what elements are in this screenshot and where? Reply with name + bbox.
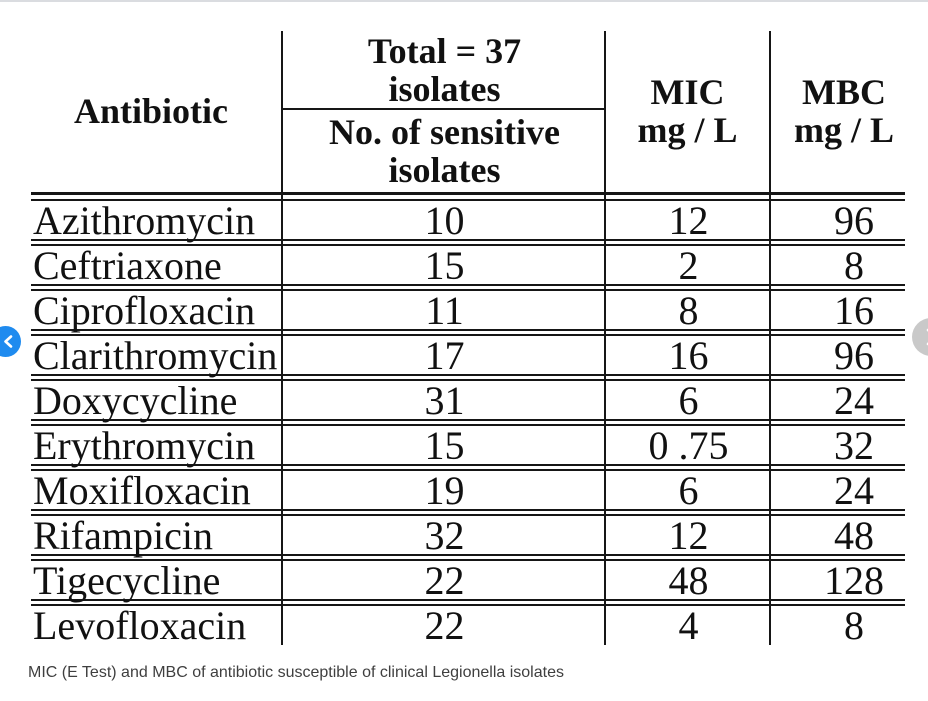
- sensitive-isolates-cell: 22: [424, 558, 465, 603]
- antibiotic-name-cell: Ciprofloxacin: [33, 288, 256, 333]
- table-row: Doxycycline 31 6 24: [31, 379, 905, 421]
- header-total-isolates: Total = 37 isolates: [367, 31, 522, 109]
- table-row: Azithromycin 10 12 96: [31, 199, 905, 241]
- mic-value-cell: 6: [678, 378, 699, 423]
- sensitive-isolates-cell: 10: [424, 198, 465, 243]
- antibiotic-name-cell: Moxifloxacin: [33, 468, 251, 513]
- top-divider: [0, 0, 928, 2]
- sensitive-isolates-cell: 17: [424, 333, 465, 378]
- column-rule-3: [769, 31, 771, 645]
- mic-value-cell: 0 .75: [648, 423, 729, 468]
- mbc-value-cell: 96: [834, 333, 874, 378]
- mic-value-cell: 12: [668, 198, 709, 243]
- mic-value-cell: 2: [678, 243, 699, 288]
- antibiotic-table: Antibiotic Total = 37 isolates No. of se…: [31, 31, 905, 647]
- column-rule-1: [281, 31, 283, 645]
- table-header: Antibiotic Total = 37 isolates No. of se…: [31, 31, 905, 195]
- mbc-value-cell: 24: [834, 468, 874, 513]
- antibiotic-name-cell: Erythromycin: [33, 423, 256, 468]
- table-row: Ciprofloxacin 11 8 16: [31, 289, 905, 331]
- table-rows: Azithromycin 10 12 96 Ceftriaxone 15 2 8…: [31, 199, 905, 648]
- header-sensitive-isolates: No. of sensitive isolates: [329, 112, 560, 190]
- mic-value-cell: 6: [678, 468, 699, 513]
- sensitive-isolates-cell: 11: [425, 288, 464, 333]
- table-row: Tigecycline 22 48 128: [31, 559, 905, 601]
- mbc-value-cell: 24: [834, 378, 874, 423]
- header-isolates: Total = 37 isolates No. of sensitive iso…: [283, 31, 606, 192]
- mbc-value-cell: 128: [824, 558, 884, 603]
- table-row: Ceftriaxone 15 2 8: [31, 244, 905, 286]
- table-row: Moxifloxacin 19 6 24: [31, 469, 905, 511]
- header-mbc: MBC mg / L: [793, 72, 894, 150]
- antibiotic-name-cell: Levofloxacin: [33, 603, 247, 648]
- sensitive-isolates-cell: 15: [424, 423, 465, 468]
- mbc-value-cell: 96: [834, 198, 874, 243]
- mbc-value-cell: 16: [834, 288, 874, 333]
- antibiotic-name-cell: Tigecycline: [33, 558, 221, 603]
- antibiotic-name-cell: Clarithromycin: [33, 333, 278, 378]
- figure-caption: MIC (E Test) and MBC of antibiotic susce…: [28, 664, 564, 681]
- mbc-value-cell: 48: [834, 513, 874, 558]
- chevron-right-icon: [912, 318, 928, 356]
- antibiotic-name-cell: Azithromycin: [33, 198, 256, 243]
- mic-value-cell: 12: [668, 513, 709, 558]
- table-row: Erythromycin 15 0 .75 32: [31, 424, 905, 466]
- sensitive-isolates-cell: 19: [424, 468, 465, 513]
- column-rule-2: [604, 31, 606, 645]
- mbc-value-cell: 32: [834, 423, 874, 468]
- header-antibiotic: Antibiotic: [73, 91, 228, 131]
- mic-value-cell: 4: [678, 603, 699, 648]
- sensitive-isolates-cell: 22: [424, 603, 465, 648]
- carousel-prev-button[interactable]: [0, 326, 21, 357]
- header-mic: MIC mg / L: [637, 72, 738, 150]
- mbc-value-cell: 8: [844, 603, 864, 648]
- table-row: Clarithromycin 17 16 96: [31, 334, 905, 376]
- mic-value-cell: 8: [678, 288, 699, 333]
- table-row: Levofloxacin 22 4 8: [31, 603, 905, 648]
- table-row: Rifampicin 32 12 48: [31, 514, 905, 556]
- antibiotic-name-cell: Doxycycline: [33, 378, 238, 423]
- chevron-left-icon: [0, 326, 21, 357]
- antibiotic-name-cell: Rifampicin: [33, 513, 213, 558]
- header-sub-divider: [283, 108, 606, 110]
- mbc-value-cell: 8: [844, 243, 864, 288]
- mic-value-cell: 16: [668, 333, 709, 378]
- carousel-next-button[interactable]: [912, 318, 928, 356]
- sensitive-isolates-cell: 31: [424, 378, 465, 423]
- sensitive-isolates-cell: 15: [424, 243, 465, 288]
- sensitive-isolates-cell: 32: [424, 513, 465, 558]
- antibiotic-name-cell: Ceftriaxone: [33, 243, 222, 288]
- mic-value-cell: 48: [668, 558, 709, 603]
